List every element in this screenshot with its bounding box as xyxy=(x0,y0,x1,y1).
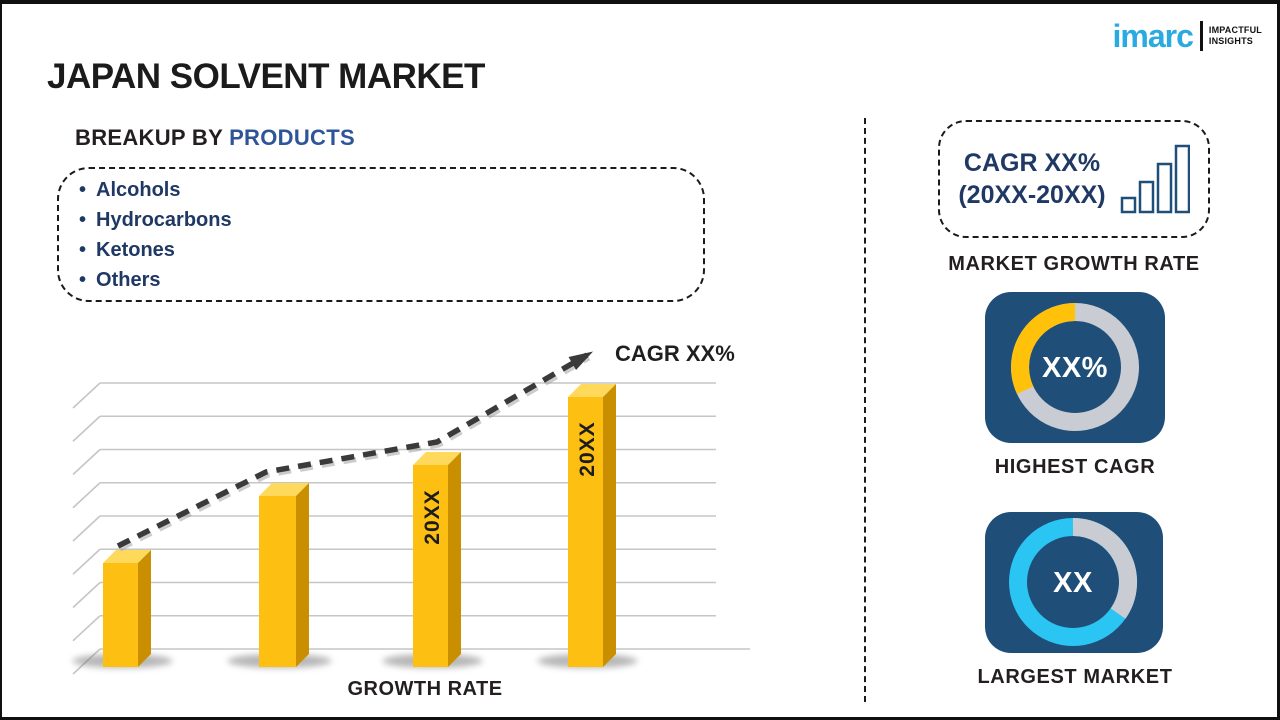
bar xyxy=(568,397,603,667)
breakup-heading: BREAKUP BY PRODUCTS xyxy=(75,125,355,151)
largest-market-caption: LARGEST MARKET xyxy=(977,666,1173,688)
bar-label: 20XX xyxy=(576,421,599,476)
products-list-box: • Alcohols • Hydrocarbons • Ketones • Ot… xyxy=(57,167,705,302)
growth-rate-bar-chart: 20XX 20XX xyxy=(60,335,755,700)
largest-market-tile: XX xyxy=(985,512,1163,653)
bullet-icon: • xyxy=(79,179,87,201)
bar-chart-canvas: 20XX 20XX xyxy=(72,351,755,675)
bar-side-face xyxy=(296,483,309,667)
bar-top-face xyxy=(413,452,461,465)
gridline-depth-tick xyxy=(72,482,101,509)
gridline-depth-tick xyxy=(72,382,101,409)
highest-cagr-caption: HIGHEST CAGR xyxy=(994,456,1156,478)
trend-line xyxy=(116,352,589,549)
breakup-heading-prefix: BREAKUP BY xyxy=(75,125,230,150)
x-axis-label: GROWTH RATE xyxy=(347,678,503,700)
gridline-depth-tick xyxy=(72,548,101,575)
bar-side-face xyxy=(448,452,461,667)
bar-label: 20XX xyxy=(421,489,444,544)
breakup-heading-highlight: PRODUCTS xyxy=(229,125,355,150)
gridline-depth-tick xyxy=(72,581,101,609)
gridline-depth-tick xyxy=(72,515,101,542)
gridline-depth-tick xyxy=(72,448,101,476)
gridline-depth-tick xyxy=(72,415,101,442)
trend-line-shadow xyxy=(118,355,591,552)
largest-market-donut: XX xyxy=(1009,517,1138,646)
section-divider xyxy=(864,118,866,702)
trend-arrowhead-icon xyxy=(568,351,594,371)
bar xyxy=(103,563,138,667)
imarc-logo: imarc IMPACTFUL INSIGHTS xyxy=(1112,20,1262,52)
logo-separator xyxy=(1199,21,1203,51)
cagr-annotation: CAGR XX% xyxy=(615,341,735,366)
page-title: JAPAN SOLVENT MARKET xyxy=(47,57,485,96)
bar-side-face xyxy=(138,550,151,667)
largest-market-value: XX xyxy=(1053,567,1093,599)
bar-top-face xyxy=(103,550,151,563)
bullet-icon: • xyxy=(79,209,87,231)
list-item: • Others xyxy=(79,269,161,291)
bar-chart-icon xyxy=(1120,144,1190,214)
gridline-depth-tick xyxy=(72,615,101,642)
bar xyxy=(259,496,296,667)
bar-top-face xyxy=(259,483,309,496)
highest-cagr-tile: XX% xyxy=(985,292,1165,443)
bullet-icon: • xyxy=(79,269,87,291)
list-item: • Alcohols xyxy=(79,179,181,201)
bar-side-face xyxy=(603,384,616,667)
highest-cagr-value: XX% xyxy=(1042,352,1108,384)
list-item: • Hydrocarbons xyxy=(79,209,232,231)
market-growth-rate-caption: MARKET GROWTH RATE xyxy=(948,253,1200,275)
bar xyxy=(413,465,448,667)
bullet-icon: • xyxy=(79,239,87,261)
imarc-logo-wordmark: imarc xyxy=(1112,18,1193,54)
list-item: • Ketones xyxy=(79,239,175,261)
logo-tagline: IMPACTFUL INSIGHTS xyxy=(1208,24,1262,46)
highest-cagr-donut: XX% xyxy=(1011,303,1139,431)
bar-top-face xyxy=(568,384,616,397)
cagr-period-text: CAGR XX% (20XX-20XX) xyxy=(958,148,1106,210)
market-growth-rate-box: CAGR XX% (20XX-20XX) xyxy=(938,120,1210,238)
